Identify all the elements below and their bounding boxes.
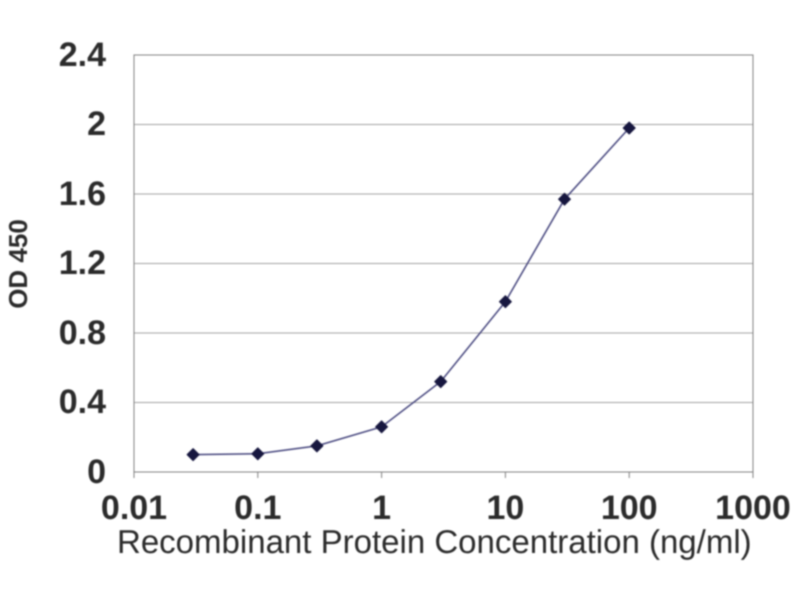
svg-text:OD 450: OD 450 [3, 219, 33, 309]
